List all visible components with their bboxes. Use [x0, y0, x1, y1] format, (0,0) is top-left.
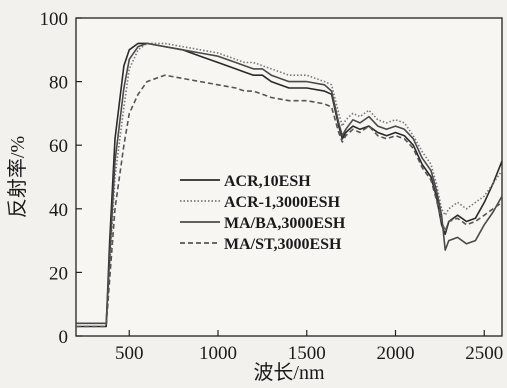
legend-label-2: MA/BA,3000ESH — [224, 215, 346, 232]
y-axis-title: 反射率/% — [6, 136, 29, 218]
y-tick-label: 40 — [49, 200, 68, 221]
legend-label-1: ACR-1,3000ESH — [224, 194, 341, 211]
y-tick-labels: 0 20 40 60 80 100 — [40, 9, 69, 348]
legend-label-3: MA/ST,3000ESH — [224, 236, 342, 253]
legend: ACR,10ESH ACR-1,3000ESH MA/BA,3000ESH MA/ST… — [180, 173, 346, 253]
x-tick-label: 2500 — [465, 343, 503, 364]
x-tick-label: 500 — [115, 343, 144, 364]
series-layer — [76, 42, 503, 328]
y-tick-label: 80 — [49, 73, 68, 94]
series-line-2 — [76, 42, 503, 325]
y-tick-label: 100 — [40, 9, 69, 30]
x-tick-label: 1500 — [288, 343, 326, 364]
series-line-3 — [76, 74, 503, 328]
legend-label-0: ACR,10ESH — [224, 173, 311, 190]
x-tick-label: 1000 — [199, 343, 237, 364]
x-axis-title: 波长/nm — [253, 361, 325, 384]
x-tick-labels: 500 1000 1500 2000 2500 — [115, 343, 503, 364]
y-tick-label: 20 — [49, 263, 68, 284]
axis-ticks — [76, 17, 485, 337]
y-tick-label: 0 — [59, 327, 69, 348]
y-tick-label: 60 — [49, 136, 68, 157]
x-tick-label: 2000 — [377, 343, 415, 364]
series-line-1 — [76, 42, 503, 325]
